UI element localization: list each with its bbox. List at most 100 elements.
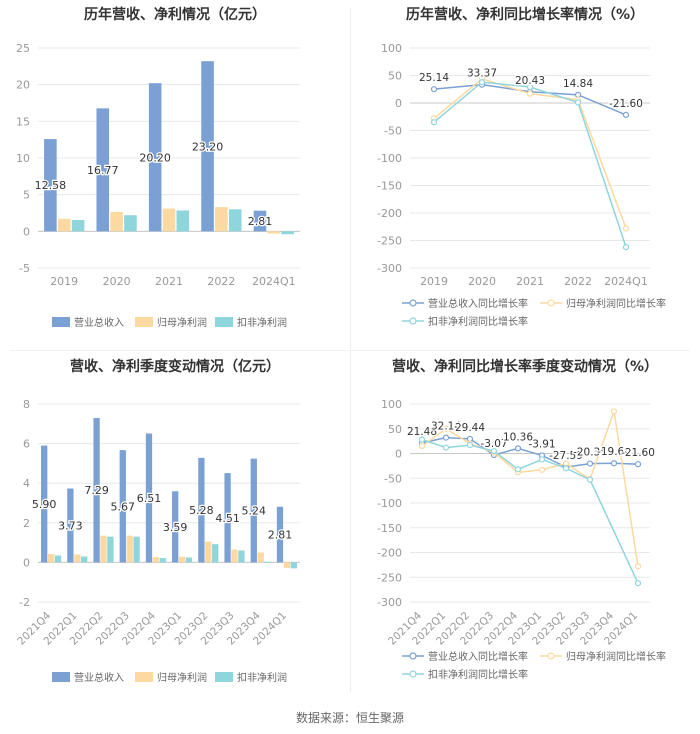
panel-annual-bar: 历年营收、净利情况（亿元） -5 0 5 10 15 20 25 2019 2020 2021 20…	[0, 0, 350, 350]
legend-label: 归母净利润	[157, 316, 207, 329]
y-tick-label: -150	[377, 522, 402, 535]
y-tick-label: -100	[377, 497, 402, 510]
bar-revenue	[276, 506, 284, 563]
data-label: 20.20	[139, 151, 171, 164]
y-tick-label: 0	[23, 225, 30, 238]
bar-netprofit	[283, 562, 291, 568]
data-label: 14.84	[563, 78, 593, 90]
legend-swatch	[52, 672, 70, 682]
legend-label: 归母净利润	[157, 671, 207, 684]
legend-marker	[547, 652, 555, 660]
series-point	[574, 91, 582, 98]
y-tick-label: -300	[377, 596, 402, 609]
legend-label: 营业总收入同比增长率	[428, 650, 528, 663]
series-point	[562, 465, 570, 472]
bar-netprofit	[205, 541, 212, 563]
legend-label: 营业总收入	[74, 671, 124, 684]
series-point	[430, 86, 438, 93]
data-label: 3.73	[58, 519, 83, 532]
chart-title: 营收、净利同比增长率季度变动情况（%）	[391, 359, 659, 375]
y-tick-label: 25	[16, 42, 30, 55]
bar-revenue	[96, 108, 110, 232]
bar-deducted	[238, 550, 245, 563]
data-label: 10.36	[503, 431, 533, 443]
bar-netprofit	[257, 552, 264, 563]
series-line-revenue	[421, 436, 639, 468]
bar-deducted	[212, 544, 219, 563]
y-tick-label: -50	[384, 125, 402, 138]
bar-revenue	[44, 139, 57, 232]
series-point	[610, 460, 618, 467]
x-tick-label: 2021	[155, 275, 183, 288]
series-point	[418, 442, 426, 450]
series-point	[466, 441, 474, 449]
legend-label: 扣非净利润	[237, 671, 287, 684]
legend-label: 扣非净利润同比增长率	[428, 668, 528, 681]
legend-swatch	[135, 672, 153, 682]
bar-revenue	[198, 457, 205, 563]
y-tick-label: -100	[377, 152, 402, 165]
data-label: -3.91	[528, 438, 555, 450]
legend-marker	[409, 317, 417, 325]
data-label: 33.37	[467, 68, 497, 80]
series-line-netprofit	[433, 77, 627, 229]
bar-deducted	[176, 210, 190, 232]
bar-deducted	[228, 209, 242, 232]
panel-annual-line: 历年营收、净利同比增长率情况（%） -300 -250 -200 -150 -100 -5…	[350, 0, 700, 350]
data-label: -21.60	[609, 98, 643, 110]
legend-label: 归母净利润同比增长率	[566, 297, 666, 310]
x-tick-label: 2019	[420, 275, 448, 288]
y-tick-label: -200	[377, 547, 402, 560]
y-tick-label: -200	[377, 207, 402, 220]
legend-marker	[547, 299, 555, 307]
bar-netprofit	[178, 556, 186, 563]
y-tick-label: 0	[23, 556, 30, 569]
series-line-netprofit	[421, 411, 639, 567]
x-tick-label: 2024Q1	[604, 275, 648, 288]
series-point	[514, 445, 522, 452]
bar-netprofit	[215, 207, 228, 232]
data-label: 4.51	[215, 512, 240, 525]
data-label: 29.44	[455, 422, 485, 434]
legend-label: 营业总收入	[74, 316, 124, 329]
y-tick-label: 2	[23, 517, 30, 530]
bar-deducted	[264, 561, 271, 563]
data-label: -3.07	[480, 438, 507, 450]
data-label: 25.14	[419, 72, 449, 84]
y-tick-label: -5	[19, 262, 30, 275]
y-tick-label: -300	[377, 262, 402, 275]
bar-deducted	[81, 556, 88, 563]
y-tick-label: 100	[381, 398, 402, 411]
chart-title: 营收、净利季度变动情况（亿元）	[70, 359, 280, 375]
bar-revenue	[119, 450, 126, 563]
series-point	[634, 580, 642, 587]
series-point	[538, 466, 546, 473]
series-point	[622, 111, 630, 118]
bar-revenue	[253, 210, 267, 232]
bar-deducted	[159, 558, 166, 563]
data-label: 7.29	[84, 484, 109, 497]
legend-swatch	[52, 317, 70, 327]
bar-deducted	[124, 215, 137, 232]
legend-marker	[409, 670, 417, 678]
bar-deducted	[71, 219, 85, 232]
annual-bar-chart: -5 0 5 10 15 20 25 2019 2020 2021 2022 2024Q1 12.58 1…	[16, 42, 300, 329]
bar-revenue	[93, 418, 100, 563]
y-tick-label: -50	[384, 472, 402, 485]
data-label: -20.35	[573, 447, 607, 459]
bar-revenue	[148, 83, 162, 232]
horizontal-divider	[10, 350, 690, 351]
chart-title: 历年营收、净利情况（亿元）	[84, 7, 266, 23]
y-tick-label: 10	[16, 152, 30, 165]
legend-label: 归母净利润同比增长率	[566, 650, 666, 663]
y-tick-label: -150	[377, 180, 402, 193]
bar-deducted	[107, 536, 114, 563]
data-label: 23.20	[192, 140, 224, 153]
series-point	[442, 444, 450, 451]
bar-netprofit	[110, 211, 123, 232]
series-point	[442, 425, 450, 432]
bar-deducted	[290, 562, 297, 569]
series-point	[490, 447, 498, 455]
y-tick-label: 100	[381, 42, 402, 55]
x-tick-label: 2024Q1	[252, 275, 296, 288]
